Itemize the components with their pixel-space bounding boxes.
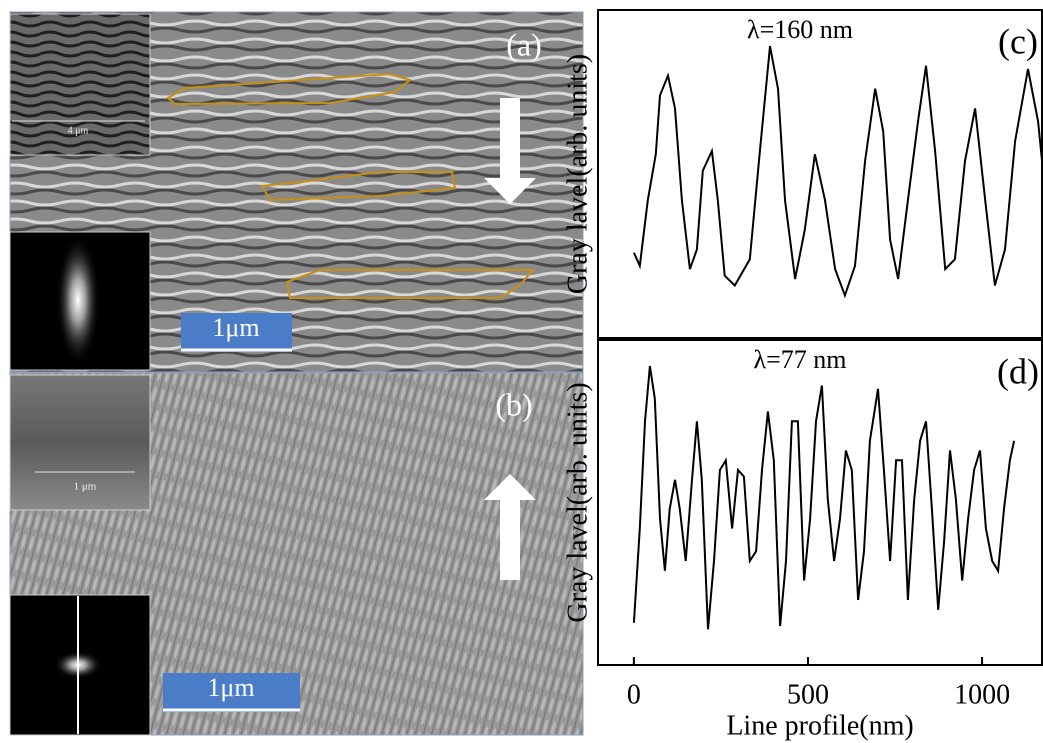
inset-scale: 4 μm [68,125,89,136]
panel-label: (c) [998,21,1038,61]
x-axis-label: Line profile(nm) [726,710,913,741]
y-axis-label: Gray lavel(arb. units) [562,382,593,622]
scale-bar-label: 1μm [207,673,254,702]
x-tick-label: 0 [627,679,641,710]
panel-label: (a) [506,26,542,62]
annotation: λ=160 nm [747,15,853,44]
y-axis-label: Gray lavel(arb. units) [562,54,593,294]
x-tick-label: 500 [787,679,829,710]
sem-image-b: 1 μm (b) 1μm [9,372,584,736]
inset-scale: 1 μm [74,481,97,493]
annotation: λ=77 nm [754,345,847,374]
plot-frame [597,9,1043,339]
data-line [632,45,1043,299]
data-line [632,365,1016,630]
sem-image-a: 4 μm (a) 1μm [9,11,584,373]
scale-bar-label: 1μm [212,313,259,342]
x-tick-label: 1000 [954,679,1010,710]
panel-label: (b) [495,386,532,422]
plot-frame [597,339,1043,666]
panel-label: (d) [997,351,1039,391]
